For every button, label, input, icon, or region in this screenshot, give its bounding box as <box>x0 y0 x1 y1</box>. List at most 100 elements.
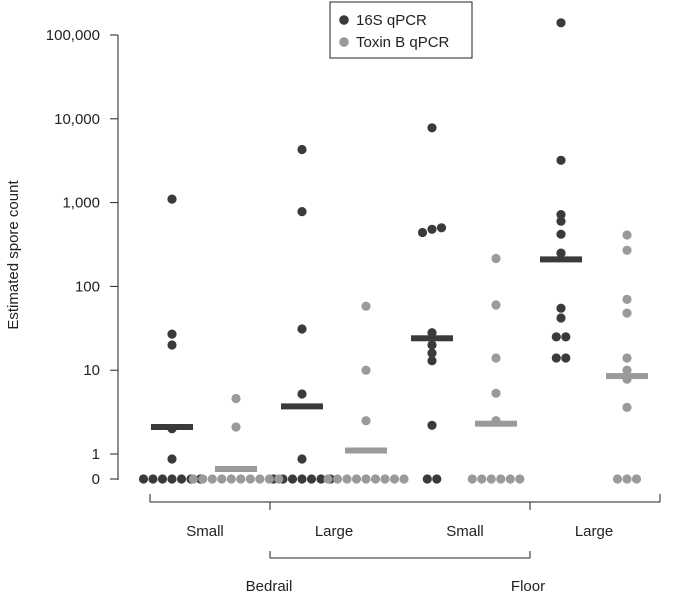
y-axis: 0 1 10 100 1,000 10,000 100,000 <box>46 27 119 488</box>
data-point-16s <box>556 155 566 165</box>
x-label-floor-small: Small <box>446 523 484 540</box>
data-point-toxin-b <box>217 474 227 484</box>
data-point-16s <box>417 227 428 238</box>
data-point-16s <box>287 474 298 484</box>
x-label-bedrail-small: Small <box>186 523 224 540</box>
data-point-toxin-b <box>231 422 241 432</box>
data-point-toxin-b <box>612 474 623 484</box>
legend-box <box>329 1 473 59</box>
data-point-16s <box>297 389 307 399</box>
median-bar-toxin-b <box>345 447 387 454</box>
data-point-16s <box>427 328 437 338</box>
data-point-16s <box>551 353 561 363</box>
data-point-16s <box>427 340 437 350</box>
data-point-toxin-b <box>491 253 501 264</box>
data-point-toxin-b <box>622 474 632 484</box>
data-point-toxin-b <box>264 474 274 484</box>
data-point-toxin-b <box>622 365 632 375</box>
data-point-toxin-b <box>622 230 632 240</box>
data-point-toxin-b <box>505 474 515 484</box>
y-tick-label: 10 <box>83 362 100 379</box>
legend-label-16s: 16S qPCR <box>356 12 427 29</box>
data-point-toxin-b <box>486 474 496 484</box>
data-point-16s <box>556 210 566 220</box>
data-point-toxin-b <box>389 474 400 484</box>
data-point-toxin-b <box>467 474 477 484</box>
data-point-16s <box>561 353 571 363</box>
data-point-16s <box>297 474 307 484</box>
y-tick-label: 0 <box>92 471 100 488</box>
data-point-16s <box>556 216 566 226</box>
legend-marker-toxin-b <box>339 37 349 47</box>
data-point-16s <box>297 207 307 217</box>
x-axis: Small Large Small Large Bedrail Floor <box>149 494 661 595</box>
data-point-16s <box>297 454 307 464</box>
data-point-toxin-b <box>188 474 198 484</box>
data-point-toxin-b <box>198 474 208 484</box>
data-point-16s <box>556 313 566 323</box>
data-point-toxin-b <box>231 393 241 404</box>
data-point-toxin-b <box>245 474 255 484</box>
data-point-toxin-b <box>361 474 371 484</box>
data-point-16s <box>148 474 158 484</box>
data-point-16s <box>427 123 437 133</box>
data-point-toxin-b <box>622 294 632 304</box>
legend: 16S qPCR Toxin B qPCR <box>329 1 473 59</box>
data-point-16s <box>316 474 326 484</box>
x-label-bedrail-large: Large <box>315 523 353 540</box>
data-point-16s <box>138 474 149 484</box>
data-point-toxin-b <box>622 353 632 363</box>
group-label-floor: Floor <box>511 578 545 595</box>
x-label-floor-large: Large <box>575 523 613 540</box>
data-point-16s <box>167 340 177 350</box>
data-point-toxin-b <box>274 474 284 484</box>
data-point-toxin-b <box>477 474 487 484</box>
data-point-16s <box>427 356 437 366</box>
y-tick-label: 100,000 <box>46 27 100 44</box>
data-point-toxin-b <box>370 474 381 484</box>
data-point-16s <box>432 474 442 484</box>
data-point-toxin-b <box>399 474 409 484</box>
data-point-toxin-b <box>361 416 371 426</box>
data-point-toxin-b <box>255 474 265 484</box>
data-point-toxin-b <box>236 474 246 484</box>
data-point-toxin-b <box>361 301 371 311</box>
data-point-toxin-b <box>342 474 352 484</box>
data-point-toxin-b <box>622 308 632 318</box>
median-bar-16s <box>151 424 193 430</box>
data-point-toxin-b <box>491 300 501 310</box>
data-point-toxin-b <box>622 402 632 412</box>
data-point-16s <box>297 144 307 155</box>
data-point-toxin-b <box>380 474 390 484</box>
data-point-toxin-b <box>496 474 506 484</box>
median-bar-16s <box>540 256 582 263</box>
data-point-16s <box>556 248 566 258</box>
data-point-toxin-b <box>631 474 642 484</box>
y-axis-title: Estimated spore count <box>5 180 22 330</box>
data-point-toxin-b <box>207 474 217 484</box>
data-point-16s <box>551 332 561 342</box>
data-point-toxin-b <box>226 474 236 484</box>
data-point-toxin-b <box>323 474 333 484</box>
data-point-16s <box>436 223 447 233</box>
data-point-16s <box>167 454 177 464</box>
data-point-toxin-b <box>491 388 501 398</box>
data-point-16s <box>556 303 566 313</box>
data-point-16s <box>556 18 566 28</box>
y-tick-label: 100 <box>75 278 100 295</box>
data-point-16s <box>306 474 317 484</box>
data-point-16s <box>427 420 437 430</box>
data-point-toxin-b <box>351 474 362 484</box>
median-bar-toxin-b <box>215 466 257 472</box>
data-point-16s <box>297 324 307 334</box>
data-point-16s <box>167 194 177 204</box>
data-point-16s <box>422 474 432 484</box>
data-point-16s <box>427 224 437 234</box>
data-point-toxin-b <box>361 365 371 375</box>
data-point-toxin-b <box>332 474 343 484</box>
data-point-toxin-b <box>622 245 632 255</box>
group-label-bedrail: Bedrail <box>246 578 293 595</box>
median-bar-16s <box>411 335 453 342</box>
data-point-16s <box>157 474 168 484</box>
